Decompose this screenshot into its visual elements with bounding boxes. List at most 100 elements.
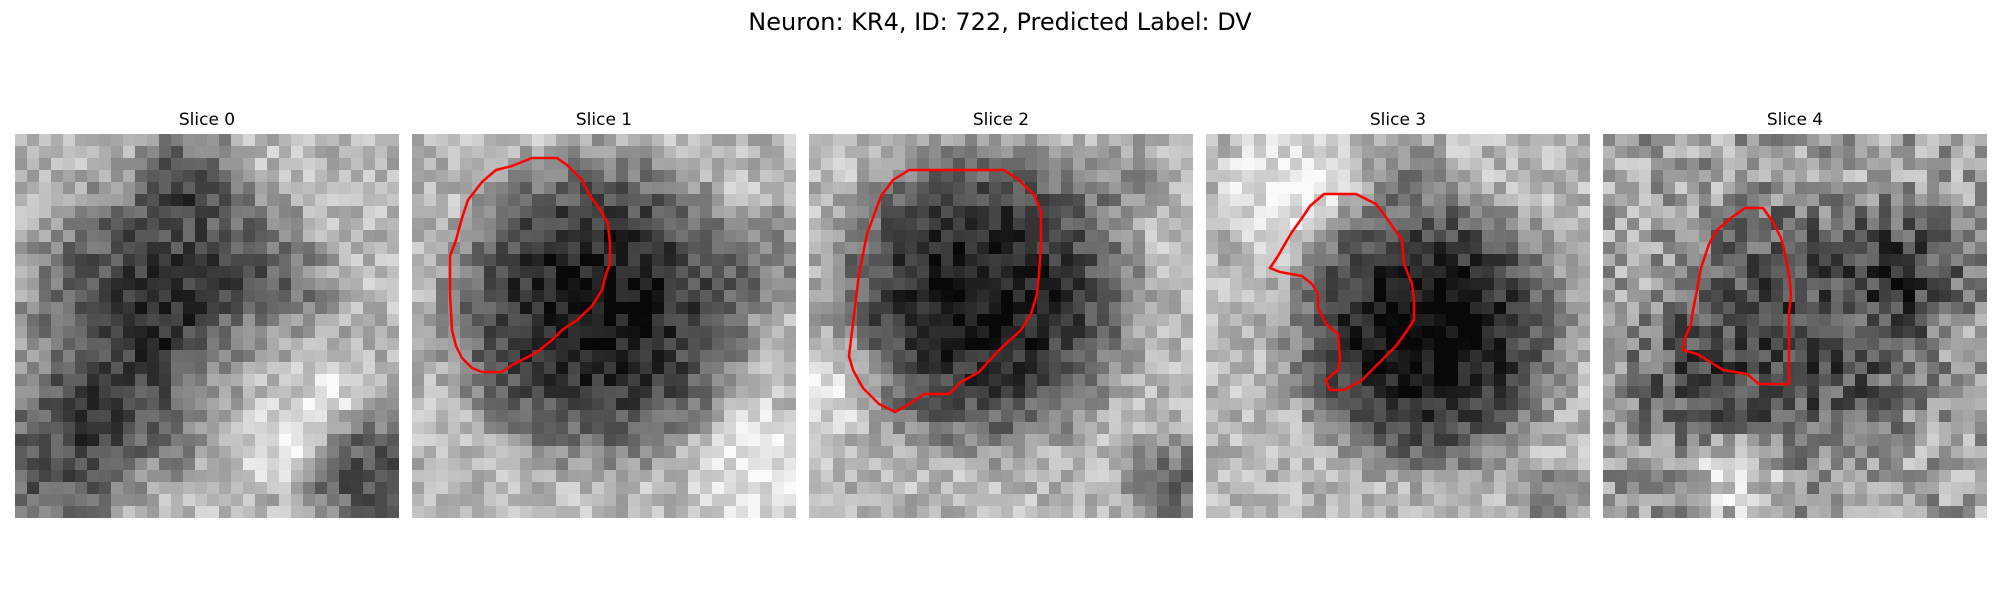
pixel	[1157, 254, 1169, 266]
pixel	[748, 146, 760, 158]
pixel	[1290, 362, 1302, 374]
pixel	[484, 218, 496, 230]
pixel	[1422, 146, 1434, 158]
pixel	[111, 242, 123, 254]
pixel	[1218, 362, 1230, 374]
pixel	[1494, 146, 1506, 158]
pixel	[1723, 230, 1735, 242]
pixel	[1566, 146, 1578, 158]
pixel	[556, 410, 568, 422]
pixel	[436, 362, 448, 374]
pixel	[1302, 458, 1314, 470]
pixel	[1254, 266, 1266, 278]
pixel	[219, 218, 231, 230]
pixel	[929, 434, 941, 446]
pixel	[183, 362, 195, 374]
pixel	[1061, 338, 1073, 350]
pixel	[267, 194, 279, 206]
pixel	[339, 218, 351, 230]
pixel	[544, 182, 556, 194]
pixel	[87, 350, 99, 362]
pixel	[1975, 350, 1987, 362]
pixel	[760, 350, 772, 362]
pixel	[63, 254, 75, 266]
pixel	[1350, 242, 1362, 254]
pixel	[1578, 326, 1590, 338]
pixel	[1013, 338, 1025, 350]
pixel	[1807, 398, 1819, 410]
pixel	[231, 146, 243, 158]
pixel	[869, 302, 881, 314]
pixel	[135, 290, 147, 302]
pixel	[243, 230, 255, 242]
pixel	[339, 386, 351, 398]
pixel	[243, 158, 255, 170]
pixel	[1434, 206, 1446, 218]
pixel	[1578, 218, 1590, 230]
pixel	[833, 506, 845, 518]
pixel	[1530, 458, 1542, 470]
pixel	[869, 458, 881, 470]
pixel	[1230, 146, 1242, 158]
pixel	[484, 278, 496, 290]
pixel	[1362, 338, 1374, 350]
pixel	[989, 458, 1001, 470]
pixel	[989, 194, 1001, 206]
pixel	[1458, 134, 1470, 146]
pixel	[1362, 146, 1374, 158]
pixel	[1097, 494, 1109, 506]
pixel	[1133, 386, 1145, 398]
pixel	[1759, 278, 1771, 290]
pixel	[1181, 506, 1193, 518]
pixel	[1133, 482, 1145, 494]
pixel	[917, 266, 929, 278]
pixel	[472, 134, 484, 146]
pixel	[556, 266, 568, 278]
pixel	[1771, 266, 1783, 278]
pixel	[1049, 134, 1061, 146]
pixel	[1879, 182, 1891, 194]
pixel	[111, 134, 123, 146]
pixel	[207, 446, 219, 458]
pixel	[291, 278, 303, 290]
pixel	[1783, 206, 1795, 218]
pixel	[1374, 134, 1386, 146]
pixel	[291, 314, 303, 326]
pixel	[1639, 218, 1651, 230]
pixel	[291, 386, 303, 398]
pixel	[953, 278, 965, 290]
pixel	[1049, 362, 1061, 374]
pixel	[772, 206, 784, 218]
pixel	[1362, 314, 1374, 326]
pixel	[1735, 458, 1747, 470]
pixel	[412, 218, 424, 230]
pixel	[1362, 422, 1374, 434]
pixel	[905, 458, 917, 470]
pixel	[87, 374, 99, 386]
pixel	[508, 230, 520, 242]
pixel	[363, 230, 375, 242]
pixel	[953, 350, 965, 362]
pixel	[1615, 410, 1627, 422]
pixel	[700, 434, 712, 446]
pixel	[784, 326, 796, 338]
pixel	[1013, 506, 1025, 518]
pixel	[1133, 230, 1145, 242]
pixel	[1747, 170, 1759, 182]
pixel	[941, 242, 953, 254]
pixel	[1891, 314, 1903, 326]
pixel	[1470, 218, 1482, 230]
pixel	[339, 470, 351, 482]
pixel	[881, 194, 893, 206]
pixel	[339, 350, 351, 362]
pixel	[1278, 482, 1290, 494]
pixel	[508, 374, 520, 386]
pixel	[1458, 338, 1470, 350]
pixel	[929, 290, 941, 302]
pixel	[351, 314, 363, 326]
pixel	[159, 314, 171, 326]
pixel	[1326, 326, 1338, 338]
pixel	[1254, 434, 1266, 446]
pixel	[123, 278, 135, 290]
pixel	[700, 206, 712, 218]
